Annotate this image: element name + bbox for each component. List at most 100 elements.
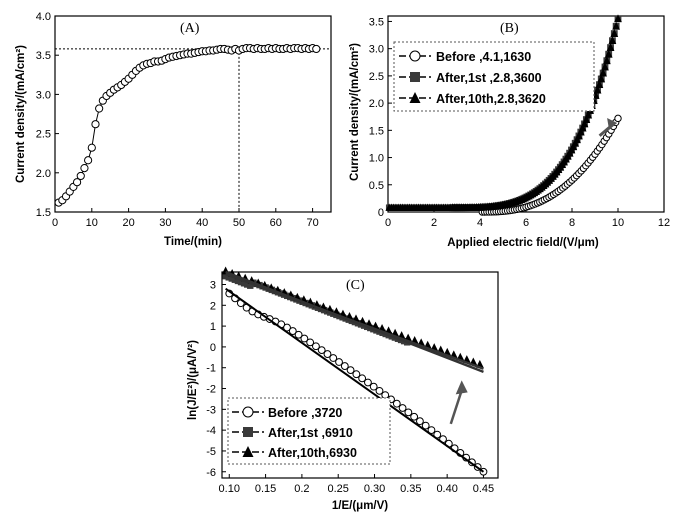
data-point-c-before <box>288 327 297 335</box>
data-point-b-after-10th <box>612 21 621 30</box>
data-point-b-after-10th <box>602 56 611 65</box>
x-tick-label-c: 0.10 <box>219 483 240 495</box>
legend-marker-c <box>242 406 254 418</box>
x-tick-label-c: 0.25 <box>327 483 348 495</box>
legend-box-b <box>393 41 595 112</box>
data-point-b-after-10th <box>606 43 615 51</box>
y-tick-label-b: 2.0 <box>369 98 384 110</box>
data-point-c-before <box>312 342 320 351</box>
plot-frame-c <box>221 271 499 479</box>
legend-label-c: Before ,3720 <box>268 406 342 420</box>
data-point-c-before <box>369 382 378 391</box>
y-axis-title-c: ln(J/E²)/(μA/V²) <box>187 340 199 420</box>
y-tick-label-a: 2.0 <box>36 168 51 180</box>
x-tick-label-a: 60 <box>270 217 282 229</box>
fit-line-c-after-10th <box>225 272 484 370</box>
panel-label-a: (A) <box>180 21 200 36</box>
x-tick-label-b: 2 <box>431 217 437 229</box>
data-point-b-after-10th <box>599 68 608 77</box>
y-tick-label-c: -5 <box>206 446 216 458</box>
data-point-b-after-10th <box>595 80 604 89</box>
data-point-a <box>87 143 96 152</box>
data-point-c-before <box>329 354 338 362</box>
legend-marker-b <box>409 50 421 62</box>
x-tick-label-a: 10 <box>86 217 98 229</box>
data-point-c-before <box>375 386 384 395</box>
data-point-c-before <box>346 366 355 375</box>
data-point-c-before <box>410 412 419 421</box>
data-point-c-before <box>306 338 315 347</box>
x-tick-label-b: 6 <box>523 217 529 229</box>
y-tick-label-c: -6 <box>206 467 216 479</box>
data-point-c-before <box>283 323 291 332</box>
y-axis-title-b: Current density/(mA/cm²) <box>349 43 361 181</box>
data-point-c-before <box>427 426 436 434</box>
chart-panel-c: (C) 0.10 0.15 0.2 0.25 0.30 0.35 0.40 0.45 3 2 1 0 -… <box>187 266 499 512</box>
legend-label-b: Before ,4.1,1630 <box>436 50 531 64</box>
x-tick-label-b: 12 <box>658 217 670 229</box>
data-point-b-after-10th <box>582 115 591 123</box>
x-axis-title-c: 1/E/(μm/V) <box>332 500 388 512</box>
y-tick-label-a: 1.5 <box>36 207 51 219</box>
arrow-shaft-c <box>449 389 463 425</box>
data-point-a <box>72 178 82 187</box>
x-tick-label-c: 0.40 <box>436 483 457 495</box>
data-point-c-before <box>398 404 407 412</box>
x-tick-label-c: 0.2 <box>294 483 309 495</box>
x-axis-title-a: Time/(min) <box>164 236 222 248</box>
data-point-c-before <box>364 378 372 387</box>
panel-label-c: (C) <box>346 278 365 293</box>
legend-marker-b <box>410 72 420 82</box>
data-point-b-after-10th <box>584 110 593 119</box>
x-axis-title-b: Applied electric field/(V/μm) <box>447 237 599 249</box>
y-tick-label-b: 3.0 <box>369 44 384 56</box>
y-tick-label-c: -1 <box>206 363 216 375</box>
data-point-b-after-10th <box>604 49 613 58</box>
data-point-c-before <box>421 421 430 430</box>
x-tick-label-b: 0 <box>385 217 391 229</box>
y-tick-label-b: 0 <box>378 207 384 219</box>
legend-label-c: After,1st ,6910 <box>268 426 353 440</box>
y-tick-label-c: 2 <box>210 300 216 312</box>
data-point-c-before <box>340 362 349 370</box>
data-point-a <box>84 156 93 165</box>
x-tick-label-b: 8 <box>569 217 575 229</box>
arrow-head-c <box>455 380 468 395</box>
data-point-c-before <box>317 346 326 355</box>
data-point-a <box>76 171 85 181</box>
data-point-a <box>80 163 89 173</box>
legend-marker-c <box>243 427 253 437</box>
chart-panel-a: (A) 0 10 20 30 40 50 60 70 1.5 2.0 2.5 3.0 3.5 4.0 Ti… <box>15 11 332 248</box>
data-point-a <box>95 104 104 113</box>
x-tick-label-b: 10 <box>612 217 624 229</box>
y-tick-label-a: 3.5 <box>36 50 51 62</box>
x-tick-label-a: 30 <box>159 217 171 229</box>
y-tick-label-c: -4 <box>206 425 216 437</box>
y-axis-title-a: Current density/(mA/cm²) <box>15 45 27 183</box>
data-point-b-after-10th <box>576 127 585 136</box>
y-tick-label-a: 4.0 <box>36 11 51 23</box>
data-point-b-after-10th <box>610 29 619 37</box>
data-point-c-before <box>416 417 424 426</box>
y-tick-label-b: 2.5 <box>369 71 384 83</box>
data-point-b-after-10th <box>614 14 622 23</box>
data-point-b-after-10th <box>597 74 606 83</box>
legend-box-c <box>227 397 391 465</box>
data-point-c-before <box>335 358 343 366</box>
panel-label-b: (B) <box>500 21 519 36</box>
x-tick-label-a: 20 <box>122 217 134 229</box>
data-point-b-after-10th <box>608 36 617 45</box>
x-tick-label-a: 70 <box>306 217 318 229</box>
y-tick-label-c: -2 <box>206 384 216 396</box>
x-tick-label-a: 40 <box>196 217 208 229</box>
data-point-b-after-10th <box>580 119 589 128</box>
x-tick-label-a: 50 <box>233 217 245 229</box>
chart-panel-b: (B) 0 2 4 6 8 10 12 0 0.5 1.0 1.5 2.0 2.5 3.0 3.5 Befo… <box>349 14 670 249</box>
data-point-a <box>91 120 100 129</box>
data-point-c-before <box>294 330 303 339</box>
data-point-c-before <box>404 408 413 417</box>
y-tick-label-b: 3.5 <box>369 16 384 28</box>
y-tick-label-c: 0 <box>210 342 216 354</box>
legend-marker-b <box>409 92 421 103</box>
data-point-c-before <box>300 334 309 343</box>
